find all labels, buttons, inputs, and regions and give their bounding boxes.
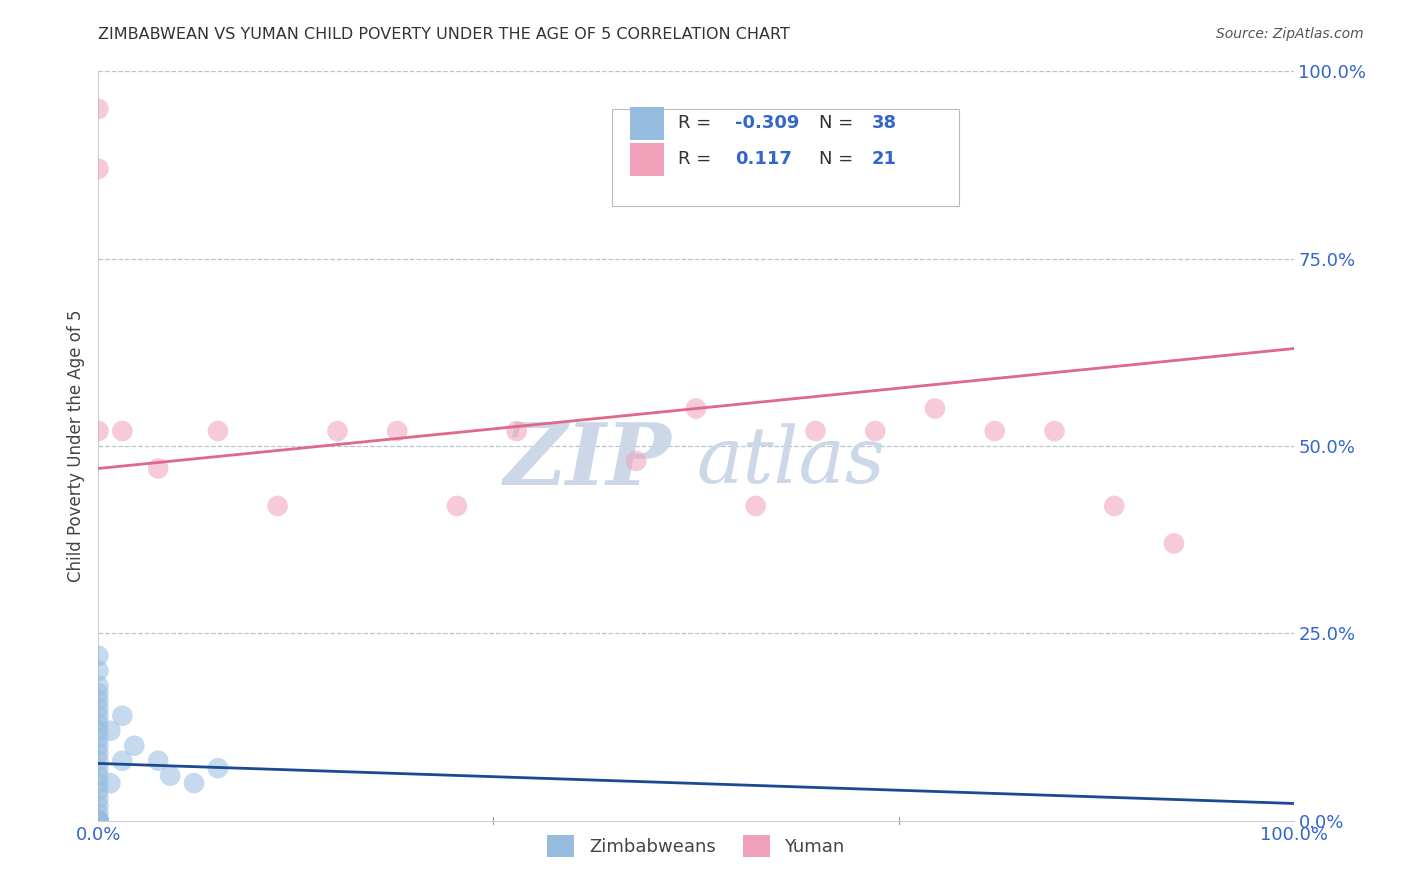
Point xyxy=(124,739,146,753)
Point xyxy=(87,664,110,678)
Point xyxy=(87,791,110,805)
Point xyxy=(1043,424,1066,438)
Point xyxy=(1163,536,1185,550)
Point xyxy=(87,731,110,746)
Point xyxy=(446,499,468,513)
Point xyxy=(87,739,110,753)
Point xyxy=(87,694,110,708)
Point xyxy=(98,723,122,738)
Text: ZIMBABWEAN VS YUMAN CHILD POVERTY UNDER THE AGE OF 5 CORRELATION CHART: ZIMBABWEAN VS YUMAN CHILD POVERTY UNDER … xyxy=(98,27,790,42)
Point xyxy=(111,708,134,723)
Point xyxy=(111,424,134,438)
Y-axis label: Child Poverty Under the Age of 5: Child Poverty Under the Age of 5 xyxy=(66,310,84,582)
Point xyxy=(87,783,110,797)
Text: R =: R = xyxy=(678,114,711,132)
Text: Source: ZipAtlas.com: Source: ZipAtlas.com xyxy=(1216,27,1364,41)
Point xyxy=(924,401,946,416)
Point xyxy=(87,723,110,738)
Point xyxy=(804,424,827,438)
Point xyxy=(87,814,110,828)
Point xyxy=(87,102,110,116)
Point xyxy=(87,769,110,783)
Point xyxy=(111,754,134,768)
Text: 38: 38 xyxy=(872,114,897,132)
Text: 21: 21 xyxy=(872,151,897,169)
Point xyxy=(183,776,205,790)
Text: N =: N = xyxy=(820,114,853,132)
Point xyxy=(87,701,110,715)
Point xyxy=(87,814,110,828)
Point xyxy=(87,814,110,828)
Point xyxy=(87,161,110,176)
Point xyxy=(385,424,409,438)
Point xyxy=(626,454,648,468)
Text: -0.309: -0.309 xyxy=(735,114,800,132)
Point xyxy=(87,746,110,760)
Point xyxy=(87,424,110,438)
Point xyxy=(865,424,887,438)
Point xyxy=(984,424,1007,438)
Point xyxy=(87,708,110,723)
Point xyxy=(148,754,170,768)
Point xyxy=(87,754,110,768)
Point xyxy=(87,814,110,828)
Point xyxy=(87,814,110,828)
Point xyxy=(98,776,122,790)
Point xyxy=(87,686,110,700)
Point xyxy=(87,716,110,731)
Point xyxy=(745,499,768,513)
Point xyxy=(87,776,110,790)
Point xyxy=(87,814,110,828)
Point xyxy=(87,806,110,821)
Point xyxy=(87,761,110,775)
Point xyxy=(159,769,181,783)
FancyBboxPatch shape xyxy=(630,143,664,177)
Text: N =: N = xyxy=(820,151,853,169)
Point xyxy=(506,424,529,438)
Legend: Zimbabweans, Yuman: Zimbabweans, Yuman xyxy=(540,828,852,864)
Point xyxy=(87,814,110,828)
Point xyxy=(1104,499,1126,513)
FancyBboxPatch shape xyxy=(630,106,664,140)
Point xyxy=(148,461,170,475)
Point xyxy=(326,424,349,438)
Text: 0.117: 0.117 xyxy=(735,151,793,169)
FancyBboxPatch shape xyxy=(613,109,959,206)
Point xyxy=(267,499,290,513)
Point xyxy=(207,761,229,775)
Point xyxy=(87,648,110,663)
Point xyxy=(207,424,229,438)
Point xyxy=(87,814,110,828)
Text: ZIP: ZIP xyxy=(505,419,672,503)
Point xyxy=(87,679,110,693)
Point xyxy=(87,814,110,828)
Point xyxy=(685,401,707,416)
Text: R =: R = xyxy=(678,151,711,169)
Point xyxy=(87,798,110,813)
Text: atlas: atlas xyxy=(696,423,884,500)
